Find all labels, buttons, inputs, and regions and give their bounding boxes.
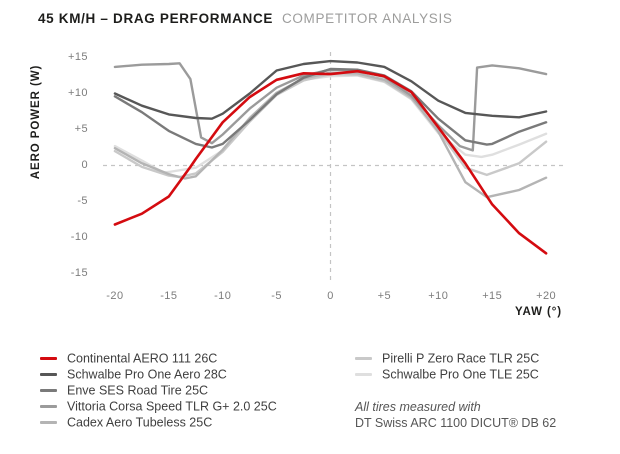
chart-line-series-6 (113, 74, 548, 174)
chart-line-series-1 (113, 59, 548, 120)
measurement-footnote: All tires measured with DT Swiss ARC 110… (355, 399, 556, 431)
x-tick-label: +5 (377, 290, 392, 302)
x-tick-label: -15 (160, 290, 178, 302)
x-tick-label: +20 (536, 290, 557, 302)
legend-label: Schwalbe Pro One Aero 28C (67, 367, 227, 382)
chart-line-series-2 (113, 67, 548, 149)
legend-item: Enve SES Road Tire 25C (40, 383, 208, 399)
x-tick-label: +15 (482, 290, 503, 302)
legend-swatch (40, 421, 57, 425)
x-axis-label: YAW (°) (514, 306, 562, 318)
legend-item: Schwalbe Pro One Aero 28C (40, 367, 227, 383)
y-tick-label: -15 (70, 266, 88, 279)
y-tick-label: -10 (70, 230, 88, 243)
x-tick-label: -20 (106, 290, 124, 302)
legend-swatch (40, 405, 57, 409)
legend-swatch (355, 357, 372, 361)
x-tick-label: -10 (214, 290, 232, 302)
legend-label: Vittoria Corsa Speed TLR G+ 2.0 25C (67, 399, 277, 414)
legend-item: Vittoria Corsa Speed TLR G+ 2.0 25C (40, 399, 277, 415)
legend-label: Cadex Aero Tubeless 25C (67, 415, 213, 430)
legend-item: Schwalbe Pro One TLE 25C (355, 367, 539, 383)
footnote-line-2: DT Swiss ARC 1100 DICUT® DB 62 (355, 416, 557, 430)
y-tick-label: +15 (68, 50, 88, 63)
legend-item: Cadex Aero Tubeless 25C (40, 415, 212, 431)
legend-swatch (355, 373, 372, 377)
x-tick-label: 0 (327, 290, 334, 302)
y-tick-label: -5 (77, 194, 88, 207)
legend-label: Enve SES Road Tire 25C (67, 383, 209, 398)
title-primary: 45 KM/H – DRAG PERFORMANCE (38, 11, 274, 26)
y-tick-label: +5 (74, 122, 88, 135)
legend-item: Continental AERO 111 26C (40, 351, 217, 367)
legend-item: Pirelli P Zero Race TLR 25C (355, 351, 539, 367)
legend-swatch (40, 357, 57, 361)
chart-line-series-0 (113, 69, 548, 255)
x-tick-label: -5 (271, 290, 282, 302)
y-tick-label: +10 (68, 86, 88, 99)
legend-swatch (40, 389, 57, 393)
title-secondary: COMPETITOR ANALYSIS (281, 11, 453, 26)
footnote-line-1: All tires measured with (355, 400, 481, 414)
legend-label: Pirelli P Zero Race TLR 25C (382, 351, 540, 366)
legend-swatch (40, 373, 57, 377)
legend-label: Schwalbe Pro One TLE 25C (382, 367, 539, 382)
page-title: 45 KM/H – DRAG PERFORMANCE COMPETITOR AN… (38, 11, 453, 26)
chart-plot-area (103, 52, 566, 284)
legend-label: Continental AERO 111 26C (67, 351, 218, 366)
y-tick-label: 0 (81, 158, 88, 171)
x-tick-label: +10 (428, 290, 449, 302)
